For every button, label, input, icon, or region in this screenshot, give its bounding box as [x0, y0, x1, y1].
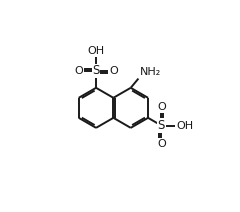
Text: O: O [157, 139, 166, 149]
Text: OH: OH [88, 46, 105, 56]
Text: O: O [74, 66, 83, 76]
Text: S: S [158, 119, 165, 132]
Text: OH: OH [176, 121, 193, 131]
Text: S: S [92, 64, 100, 77]
Text: O: O [109, 66, 118, 76]
Text: NH₂: NH₂ [140, 67, 161, 77]
Text: O: O [157, 102, 166, 112]
